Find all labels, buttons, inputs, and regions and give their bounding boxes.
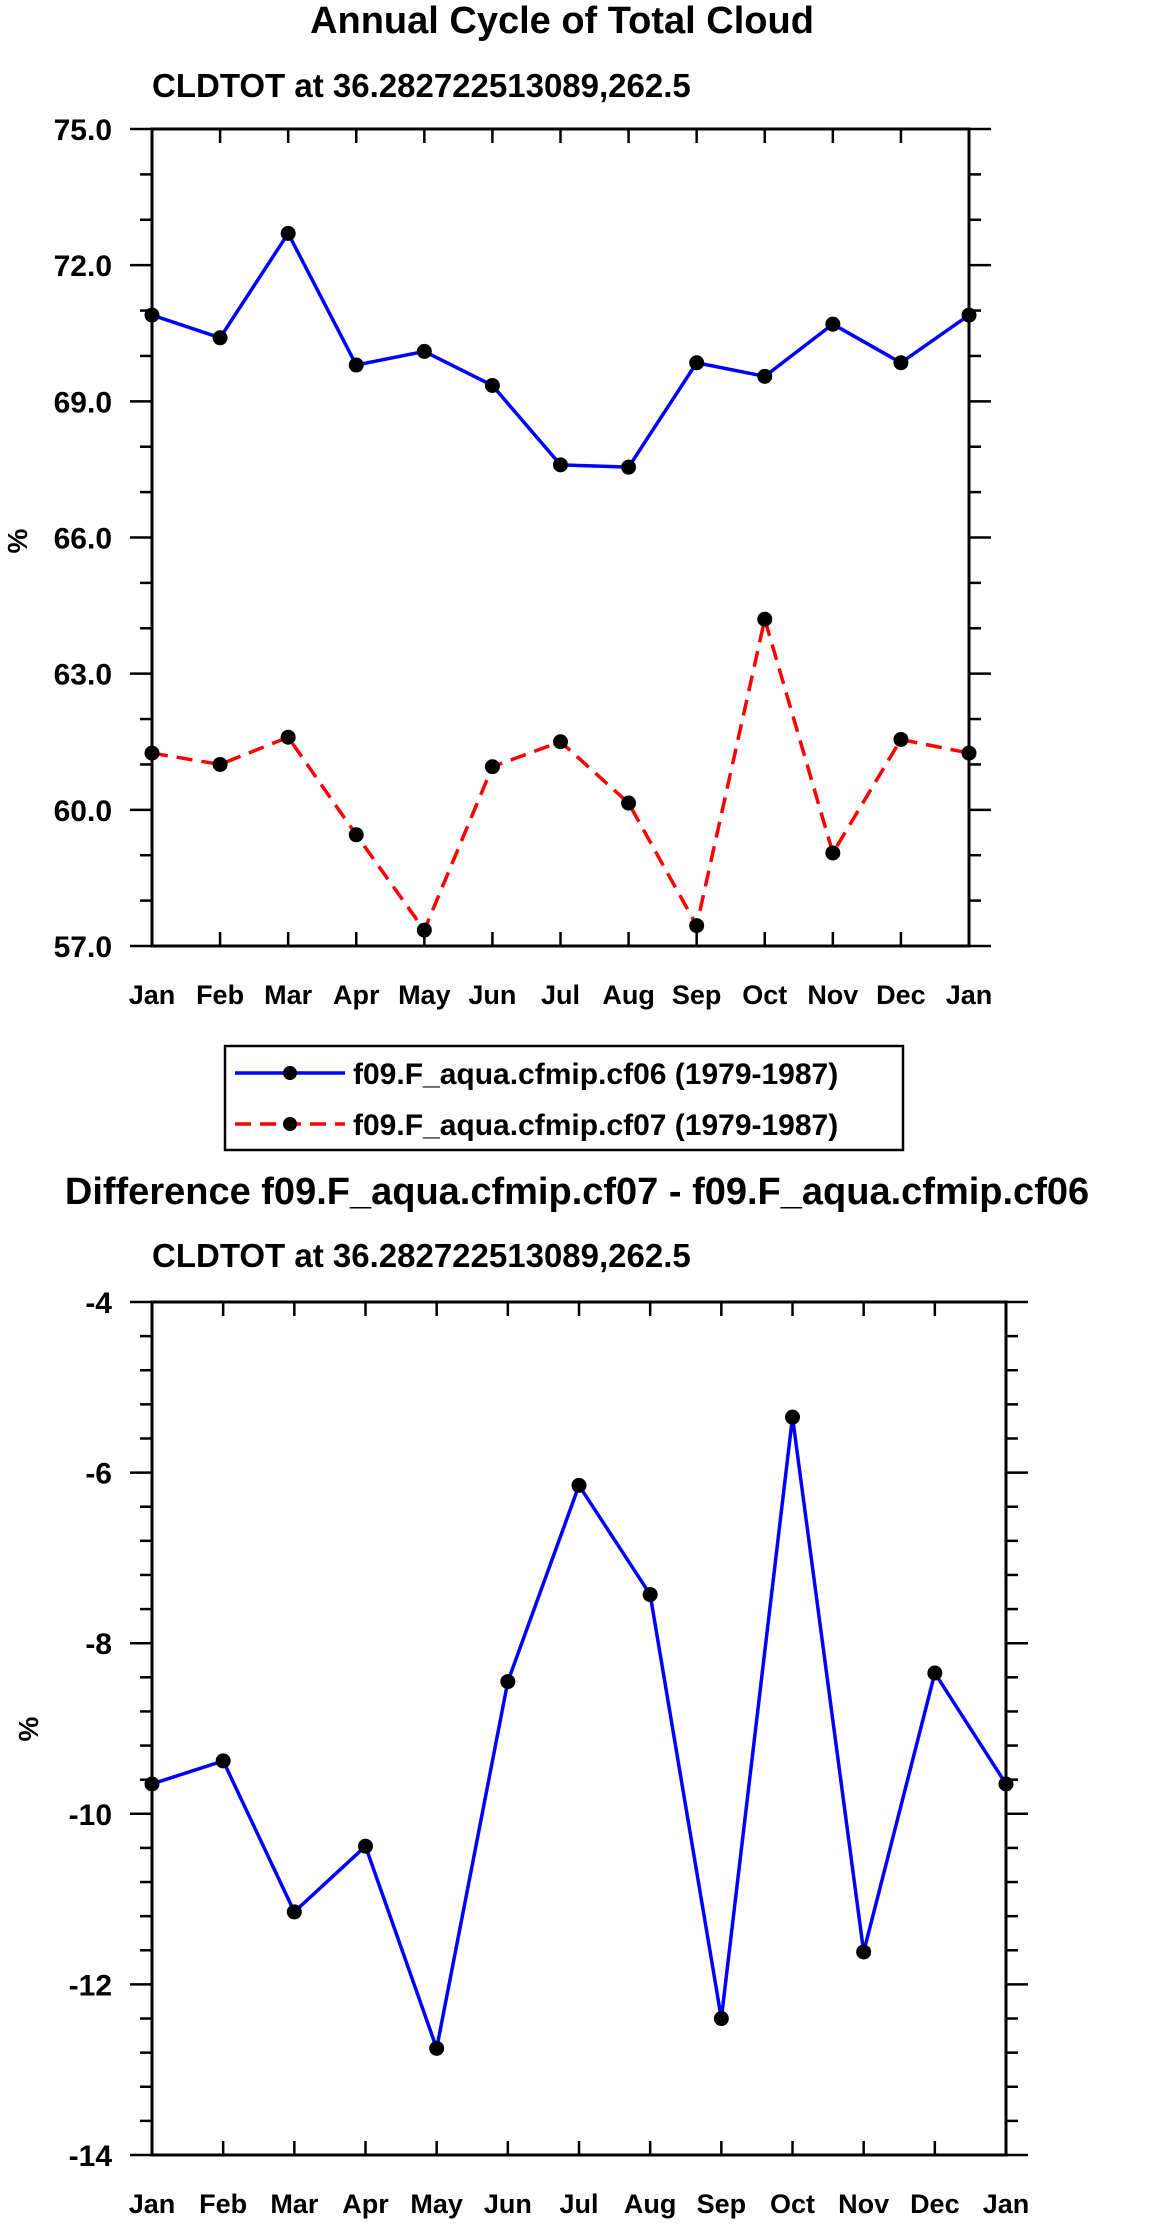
x-tick-label: Oct (770, 2189, 815, 2219)
data-point (642, 1587, 658, 1603)
x-tick-label: Feb (199, 2189, 247, 2219)
chart2-ylabel: % (13, 1716, 44, 1741)
chart2-title: Difference f09.F_aqua.cfmip.cf07 - f09.F… (65, 1171, 1089, 1213)
x-tick-label: Sep (697, 2189, 747, 2219)
data-point (144, 307, 160, 323)
x-tick-label: Aug (624, 2189, 676, 2219)
data-point (825, 845, 841, 861)
data-point (961, 307, 977, 323)
data-point (961, 745, 977, 761)
x-tick-label: Jul (541, 980, 580, 1010)
y-tick-label: 57.0 (54, 931, 112, 964)
x-tick-label: May (398, 980, 451, 1010)
x-tick-label: Jan (129, 2189, 176, 2219)
data-point (500, 1674, 516, 1690)
y-tick-label: 69.0 (54, 386, 112, 419)
data-point (893, 731, 909, 747)
data-point (856, 1944, 872, 1960)
y-tick-label: -14 (69, 2140, 113, 2173)
data-point (215, 1753, 231, 1769)
x-tick-label: May (410, 2189, 463, 2219)
data-point (280, 225, 296, 241)
x-tick-label: Apr (342, 2189, 389, 2219)
plot-frame (150, 1300, 1008, 2157)
y-tick-label: 72.0 (54, 250, 112, 283)
legend-marker-series1 (283, 1066, 297, 1080)
series-line-2 (151, 617, 970, 932)
y-tick-label: 63.0 (54, 659, 112, 692)
data-point (212, 330, 228, 346)
x-tick-label: Nov (838, 2189, 889, 2219)
data-point (280, 729, 296, 745)
legend-box (223, 1044, 905, 1152)
chart1-plot: Jan Feb Mar Apr May Jun Jul Aug Sep Oct Nov Dec Jan 5… (54, 114, 993, 1010)
chart1-ylabel: % (2, 528, 33, 553)
y-tick-label: 75.0 (54, 114, 112, 147)
legend-marker-series2 (283, 1117, 297, 1131)
chart1-legend: f09.F_aqua.cfmip.cf06 (1979-1987) f09.F_… (223, 1044, 905, 1152)
x-tick-label: Aug (602, 980, 654, 1010)
data-point (416, 922, 432, 938)
data-point (893, 355, 909, 371)
y-tick-label: -12 (69, 1969, 112, 2002)
data-point (358, 1838, 373, 1854)
data-point (713, 2011, 729, 2027)
data-point (286, 1904, 302, 1920)
y-tick-label: -8 (85, 1628, 112, 1661)
data-point (689, 355, 705, 371)
x-tick-label: Jul (559, 2189, 598, 2219)
x-tick-label: Dec (876, 980, 926, 1010)
data-point (348, 827, 364, 843)
x-tick-label: Apr (333, 980, 380, 1010)
data-point (144, 745, 160, 761)
data-point (757, 368, 773, 384)
series-line-1 (151, 231, 971, 469)
x-tick-label: Jan (983, 2189, 1030, 2219)
x-tick-label: Nov (807, 980, 858, 1010)
x-tick-label: Oct (742, 980, 787, 1010)
data-point (429, 2040, 445, 2056)
data-point (785, 1409, 800, 1425)
legend-label-series2: f09.F_aqua.cfmip.cf07 (1979-1987) (353, 1109, 838, 1142)
data-point (348, 357, 364, 373)
x-tick-label: Dec (910, 2189, 960, 2219)
x-tick-label: Jun (484, 2189, 532, 2219)
chart2-plot: Jan Feb Mar Apr May Jun Jul Aug Sep Oct Nov Dec Jan-… (69, 1287, 1030, 2219)
data-point (998, 1776, 1014, 1792)
data-point (144, 1776, 160, 1792)
y-tick-label: -4 (85, 1287, 112, 1320)
x-tick-label: Jan (129, 980, 176, 1010)
y-tick-label: -6 (85, 1458, 112, 1491)
x-tick-label: Jun (468, 980, 516, 1010)
data-point (553, 734, 568, 750)
data-point (553, 457, 568, 473)
series-line-1 (151, 1415, 1008, 2051)
legend-label-series1: f09.F_aqua.cfmip.cf06 (1979-1987) (353, 1058, 838, 1091)
y-tick-label: 60.0 (54, 795, 112, 828)
x-tick-label: Jan (946, 980, 993, 1010)
data-point (416, 343, 432, 359)
data-point (484, 759, 500, 775)
chart1-subtitle: CLDTOT at 36.282722513089,262.5 (152, 67, 691, 104)
data-point (757, 611, 773, 627)
y-tick-label: -10 (69, 1799, 112, 1832)
x-tick-label: Feb (196, 980, 244, 1010)
x-tick-label: Sep (672, 980, 722, 1010)
data-point (484, 377, 500, 393)
chart2-subtitle: CLDTOT at 36.282722513089,262.5 (152, 1237, 691, 1274)
data-point (825, 316, 841, 332)
y-tick-label: 66.0 (54, 523, 112, 556)
data-point (212, 756, 228, 772)
data-point (927, 1665, 943, 1681)
data-point (571, 1477, 587, 1493)
chart1-title: Annual Cycle of Total Cloud (310, 0, 814, 42)
data-point (621, 459, 637, 475)
data-point (621, 795, 637, 811)
x-tick-label: Mar (264, 980, 313, 1010)
x-tick-label: Mar (270, 2189, 319, 2219)
data-point (689, 918, 705, 934)
